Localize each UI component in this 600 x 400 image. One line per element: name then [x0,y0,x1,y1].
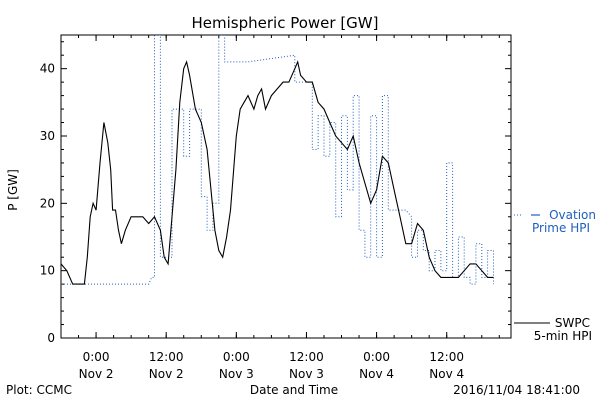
y-axis-label: P [GW] [6,169,20,211]
x-tick-label: 12:00 [429,350,464,364]
x-tick-sublabel: Nov 4 [359,367,394,381]
footer-right: 2016/11/04 18:41:00 [453,383,580,397]
plot-frame [60,34,512,339]
y-axis: 0 10 20 30 40 [40,41,511,345]
legend-swpc-label-1: SWPC [555,316,590,330]
x-tick-sublabel: Nov 3 [219,367,254,381]
legend-ovation-label-1: Ovation [549,208,596,222]
x-tick-label: 12:00 [149,350,184,364]
chart-title: Hemispheric Power [GW] [192,14,379,32]
series-layer [61,35,494,285]
y-tick-label: 10 [40,264,55,278]
y-tick-label: 30 [40,129,55,143]
x-tick-label: 12:00 [289,350,324,364]
footer-left: Plot: CCMC [6,383,72,397]
legend-swpc-label-2: 5-min HPI [534,329,592,343]
x-tick-sublabel: Nov 4 [429,367,464,381]
x-tick-sublabel: Nov 3 [289,367,324,381]
x-tick-sublabel: Nov 2 [79,367,114,381]
y-tick-label: 0 [47,331,55,345]
x-axis: 0:00 Nov 2 12:00 Nov 2 0:00 Nov 3 12:00 Nov 3 0:… [60,35,500,381]
legend-swpc: SWPC 5-min HPI [514,316,592,343]
x-tick-sublabel: Nov 2 [149,367,184,381]
y-tick-label: 40 [40,62,55,76]
legend-ovation: Ovation Prime HPI [514,208,596,235]
x-tick-label: 0:00 [363,350,390,364]
y-tick-label: 20 [40,196,55,210]
x-axis-label: Date and Time [250,383,338,397]
x-tick-label: 0:00 [223,350,250,364]
series-ovation-line [61,35,494,285]
series-swpc-line [61,60,494,285]
x-tick-label: 0:00 [83,350,110,364]
legend-ovation-label-2: Prime HPI [532,221,590,235]
